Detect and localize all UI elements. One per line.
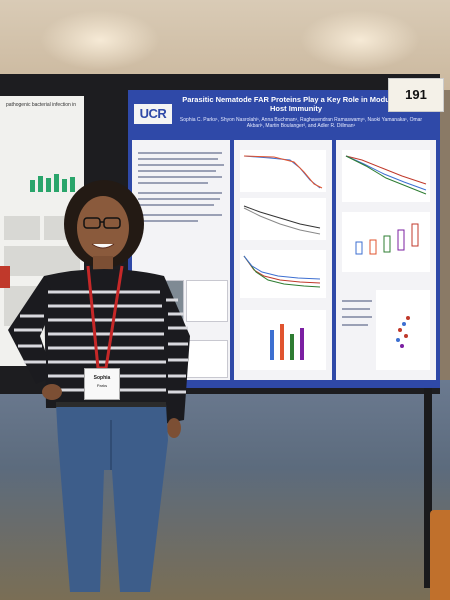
pathogen-survival-chart [342,150,430,202]
neighbor-poster-figure [4,246,80,276]
protein-structure-figure [186,280,228,322]
volcano-plot [376,290,430,370]
neighbor-poster-red-figure [0,266,10,288]
text-line [342,316,372,318]
scatter-chart [240,310,326,370]
text-line [342,308,370,310]
text-line [138,182,208,184]
neighbor-poster-bar [38,176,43,192]
survival-chart-1 [240,150,326,192]
neighbor-poster-figure [4,216,40,240]
name-badge: Sophia Parks [84,368,120,400]
neighbor-poster-bar [30,180,35,192]
text-line [138,198,220,200]
text-line [138,204,214,206]
text-line [138,152,222,154]
badge-first-name: Sophia [93,375,111,381]
text-line [138,158,218,160]
text-line [138,214,222,216]
poster-authors: Sophia C. Parks¹, Shyon Nasrolahi¹, Anna… [179,117,423,129]
results-panel-1 [234,140,332,380]
text-line [138,220,198,222]
badge-last-name: Parks [96,383,108,388]
booth-number-tag: 191 [388,78,444,112]
cfu-boxplot [342,212,430,272]
neighbor-poster-bar [54,174,59,192]
text-line [342,324,368,326]
ceiling-light-right [300,10,420,70]
text-line [138,176,222,178]
text-line [138,164,224,166]
text-line [342,300,372,302]
poster-title: Parasitic Nematode FAR Proteins Play a K… [182,95,410,113]
survival-chart-3 [240,250,326,298]
ceiling-light-left [40,10,160,70]
neighbor-poster-bar [62,179,67,192]
orange-bag [430,510,450,600]
text-line [138,170,216,172]
survival-chart-2 [240,198,326,240]
results-panel-2 [336,140,436,380]
neighbor-poster-bar [70,177,75,192]
easel-leg [424,388,432,588]
neighbor-poster-bar [46,178,51,192]
ucr-logo: UCR [134,104,172,124]
text-line [138,192,222,194]
neighbor-poster-title: pathogenic bacterial infection in [6,102,77,108]
